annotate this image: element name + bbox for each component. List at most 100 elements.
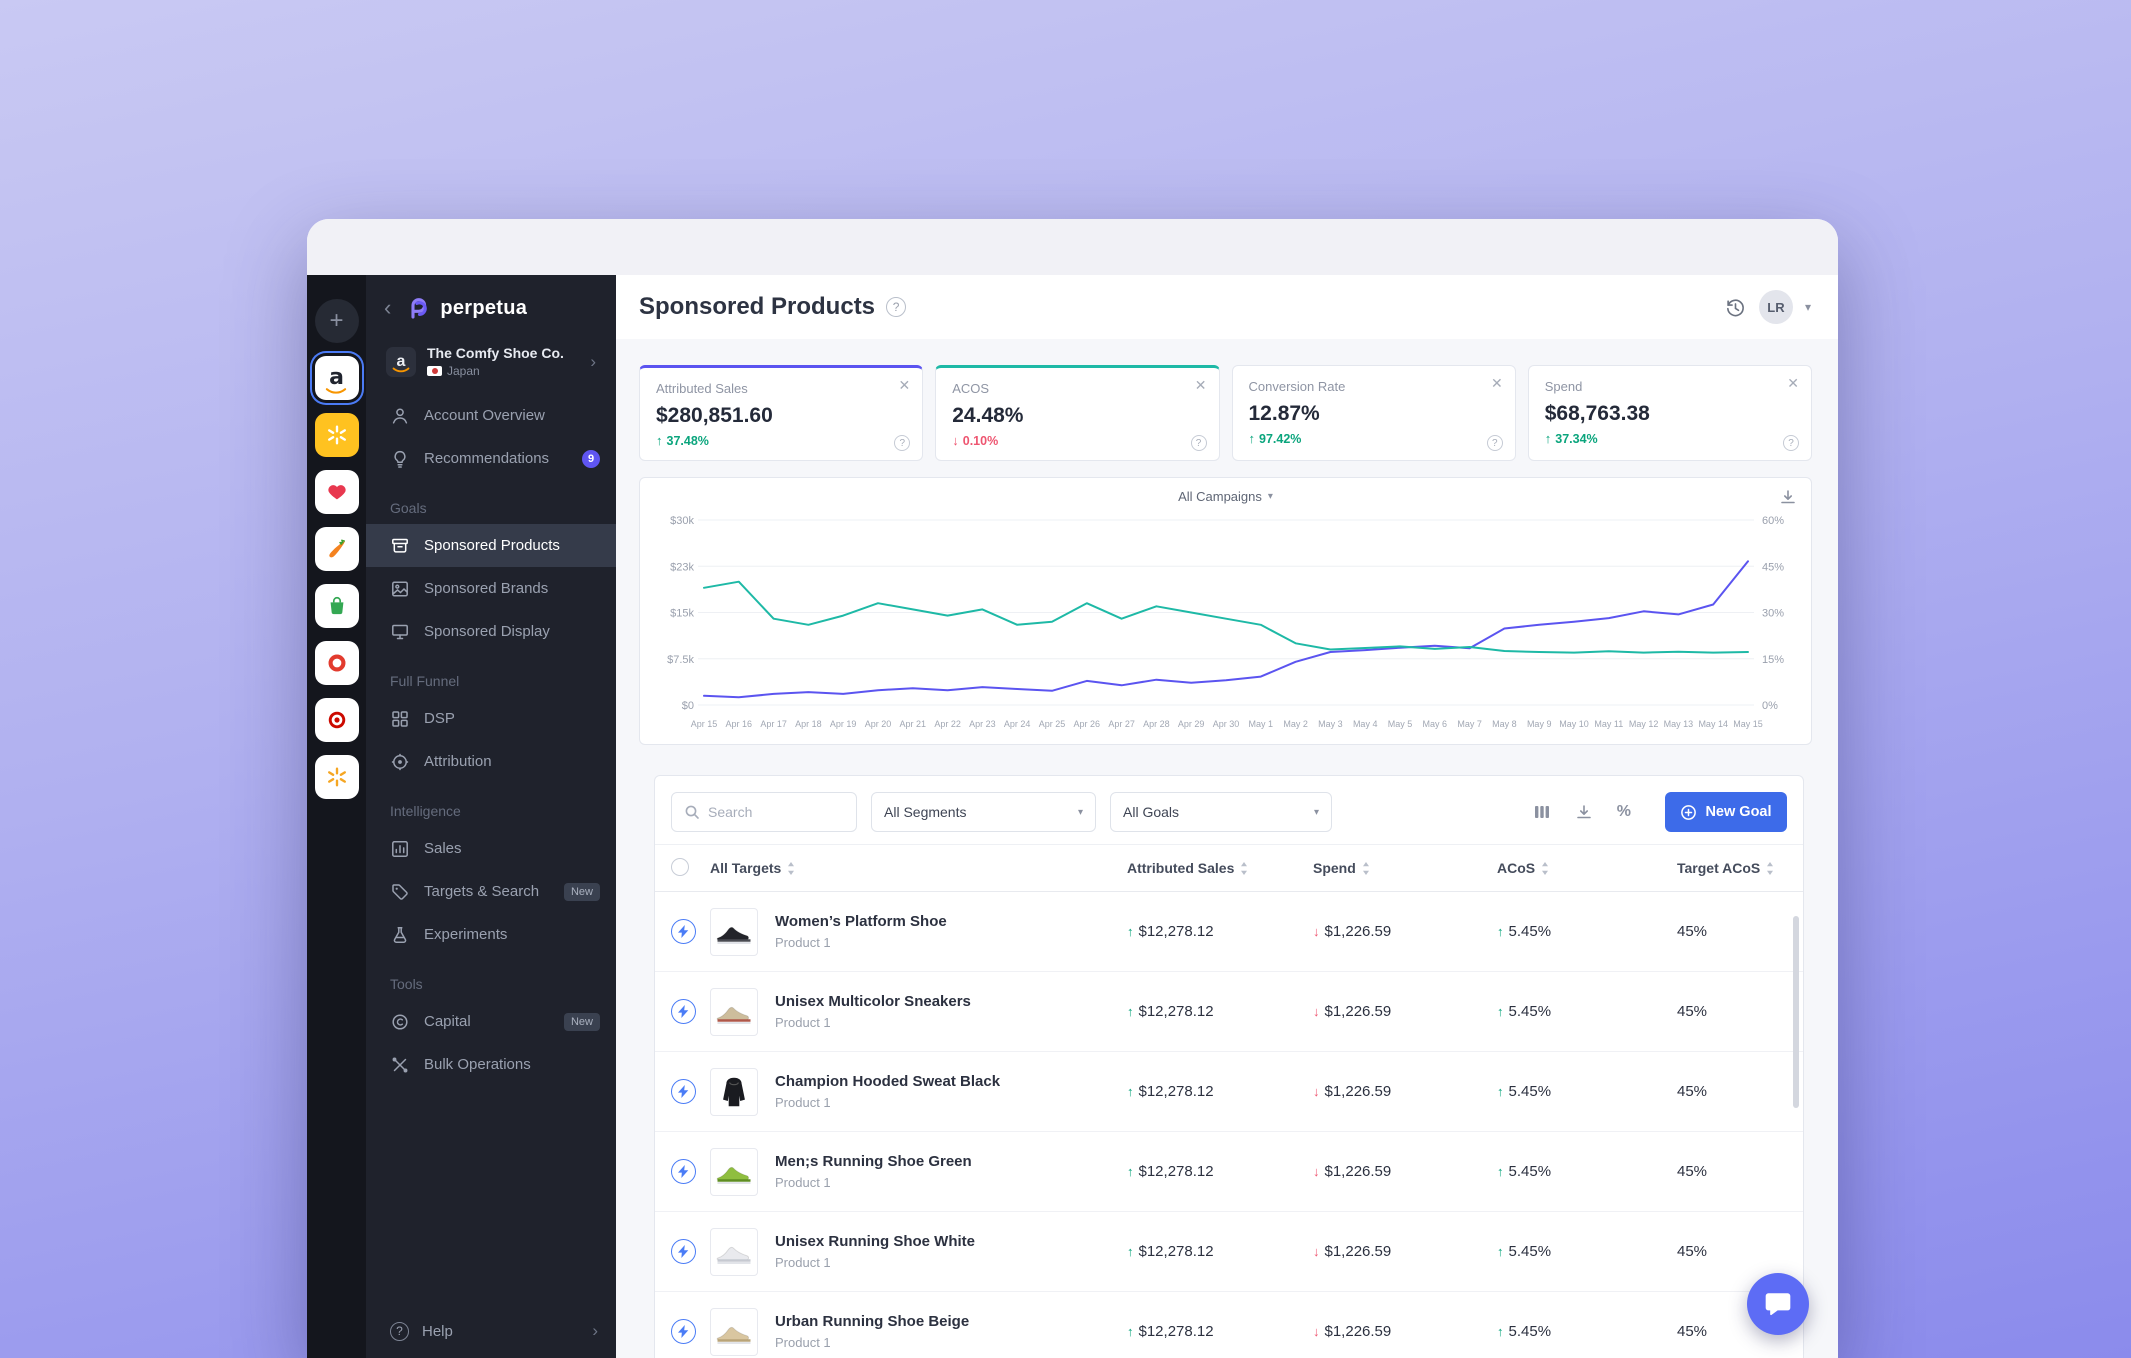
attribution-icon — [390, 752, 410, 772]
metric-delta: ↑ 37.34% — [1544, 431, 1598, 446]
sidebar-section-label: Full Funnel — [390, 673, 460, 689]
column-header-spend[interactable]: Spend — [1313, 860, 1497, 876]
svg-text:Apr 20: Apr 20 — [865, 719, 892, 729]
boost-icon[interactable] — [671, 1159, 696, 1184]
table-row[interactable]: Men;s Running Shoe Green Product 1 ↑ $12,27… — [655, 1132, 1803, 1212]
table-row[interactable]: Women’s Platform Shoe Product 1 ↑ $12,278.1… — [655, 892, 1803, 972]
sidebar-item-attribution[interactable]: Attribution — [366, 740, 616, 783]
avatar[interactable]: LR — [1758, 290, 1793, 324]
table-row[interactable]: Unisex Running Shoe White Product 1 ↑ $12,2… — [655, 1212, 1803, 1292]
boost-icon[interactable] — [671, 919, 696, 944]
flask-icon — [390, 925, 410, 945]
sidebar-item-sponsored-brands[interactable]: Sponsored Brands — [366, 567, 616, 610]
close-icon[interactable]: ✕ — [898, 377, 911, 393]
segments-dropdown[interactable]: All Segments ▾ — [871, 792, 1096, 832]
sidebar-item-sales[interactable]: Sales — [366, 827, 616, 870]
close-icon[interactable]: ✕ — [1491, 375, 1503, 391]
trend-arrow-icon: ↑ — [1497, 1164, 1504, 1179]
sidebar-item-help[interactable]: ? Help › — [366, 1304, 616, 1358]
sidebar-item-account-overview[interactable]: Account Overview — [366, 394, 616, 437]
help-icon[interactable]: ? — [1783, 435, 1799, 451]
columns-icon[interactable] — [1533, 803, 1551, 821]
tools-icon — [390, 1055, 410, 1075]
account-switcher[interactable]: a The Comfy Shoe Co. Japan › — [376, 337, 606, 386]
perpetua-logo-text: perpetua — [440, 296, 528, 319]
add-app-button[interactable]: + — [314, 299, 359, 343]
svg-text:May 5: May 5 — [1388, 719, 1413, 729]
window-topbar — [307, 219, 1838, 275]
bullseye-app-icon[interactable] — [314, 698, 359, 742]
metric-card-spend[interactable]: Spend ✕ $68,763.38 ↑ 37.34% ? — [1527, 365, 1812, 461]
trend-arrow-icon: ↓ — [1313, 1084, 1320, 1099]
close-icon[interactable]: ✕ — [1787, 375, 1799, 391]
chevron-down-icon[interactable]: ▾ — [1804, 300, 1811, 314]
sidebar-item-label: Capital — [424, 1013, 471, 1030]
sidebar-item-label: Attribution — [424, 753, 492, 770]
trend-arrow-icon: ↑ — [656, 433, 663, 448]
sidebar-collapse-button[interactable]: ‹ — [384, 295, 392, 320]
sidebar-item-capital[interactable]: Capital New — [366, 1000, 616, 1043]
svg-text:May 8: May 8 — [1492, 719, 1517, 729]
sidebar-item-sponsored-products[interactable]: Sponsored Products — [366, 524, 616, 567]
help-icon[interactable]: ? — [894, 435, 911, 451]
asterisk-app-icon[interactable] — [314, 755, 359, 799]
metric-value: 24.48% — [952, 404, 1024, 427]
boost-icon[interactable] — [671, 1079, 696, 1104]
acos-value: ↑ 5.45% — [1497, 923, 1552, 940]
boost-icon[interactable] — [671, 1239, 696, 1264]
history-icon[interactable] — [1724, 296, 1747, 319]
column-header-acos[interactable]: ACoS — [1497, 860, 1677, 876]
boost-icon[interactable] — [671, 1319, 696, 1344]
boost-icon[interactable] — [671, 999, 696, 1024]
download-icon[interactable] — [1575, 803, 1593, 821]
download-icon[interactable] — [1779, 488, 1797, 511]
metric-label: Attributed Sales — [656, 381, 748, 396]
heart-app-icon[interactable] — [314, 470, 359, 514]
amazon-app-icon[interactable]: a — [314, 356, 359, 400]
sidebar-item-bulk-operations[interactable]: Bulk Operations — [366, 1043, 616, 1086]
svg-text:Apr 15: Apr 15 — [691, 719, 718, 729]
table-row[interactable]: Urban Running Shoe Beige Product 1 ↑ $12,27… — [655, 1292, 1803, 1358]
table-row[interactable]: Unisex Multicolor Sneakers Product 1 ↑ $12,… — [655, 972, 1803, 1052]
svg-text:$30k: $30k — [670, 515, 694, 527]
sidebar-item-dsp[interactable]: DSP — [366, 697, 616, 740]
sidebar-item-label: DSP — [424, 710, 455, 727]
new-goal-button[interactable]: New Goal — [1665, 792, 1787, 832]
table-row[interactable]: Champion Hooded Sweat Black Product 1 ↑ $12… — [655, 1052, 1803, 1132]
sidebar-item-recommendations[interactable]: Recommendations 9 — [366, 437, 616, 480]
percent-icon[interactable]: % — [1616, 803, 1631, 820]
svg-text:May 13: May 13 — [1664, 719, 1694, 729]
column-header-all-targets[interactable]: All Targets — [710, 860, 1127, 876]
search-input[interactable] — [708, 804, 844, 820]
spark-app-icon[interactable] — [314, 413, 359, 457]
select-all-checkbox[interactable] — [671, 857, 689, 876]
help-icon[interactable]: ? — [1486, 435, 1503, 451]
carrot-app-icon[interactable] — [314, 527, 359, 571]
goals-dropdown[interactable]: All Goals ▾ — [1110, 792, 1332, 832]
search-input-wrapper — [671, 792, 857, 832]
product-name: Urban Running Shoe Beige — [775, 1313, 970, 1330]
trend-arrow-icon: ↑ — [1127, 1244, 1134, 1259]
vertical-scrollbar[interactable] — [1793, 916, 1799, 1108]
intercom-chat-button[interactable] — [1747, 1273, 1809, 1335]
chevron-right-icon: › — [592, 1321, 598, 1340]
svg-text:Apr 24: Apr 24 — [1004, 719, 1031, 729]
close-icon[interactable]: ✕ — [1194, 377, 1207, 393]
campaign-selector[interactable]: All Campaigns ▾ — [1178, 489, 1273, 504]
metric-card-attributed-sales[interactable]: Attributed Sales ✕ $280,851.60 ↑ 37.48% ? — [639, 365, 924, 461]
metric-card-acos[interactable]: ACOS ✕ 24.48% ↓ 0.10% ? — [935, 365, 1220, 461]
ring-app-icon[interactable] — [314, 641, 359, 685]
sidebar-item-targets-search[interactable]: Targets & Search New — [366, 870, 616, 913]
help-icon: ? — [390, 1321, 409, 1341]
sidebar-item-experiments[interactable]: Experiments — [366, 913, 616, 956]
sidebar-item-sponsored-display[interactable]: Sponsored Display — [366, 610, 616, 653]
metric-card-conversion-rate[interactable]: Conversion Rate ✕ 12.87% ↑ 97.42% ? — [1231, 365, 1516, 461]
svg-text:May 6: May 6 — [1423, 719, 1448, 729]
page-help-icon[interactable]: ? — [886, 297, 907, 317]
main-content: Sponsored Products ? LR ▾ Attributed Sal… — [616, 275, 1838, 1358]
bag-app-icon[interactable] — [314, 584, 359, 628]
help-icon[interactable]: ? — [1190, 435, 1207, 451]
column-header-attributed-sales[interactable]: Attributed Sales — [1127, 860, 1313, 876]
product-subtitle: Product 1 — [775, 1255, 831, 1270]
column-header-target-acos[interactable]: Target ACoS — [1677, 860, 1787, 876]
